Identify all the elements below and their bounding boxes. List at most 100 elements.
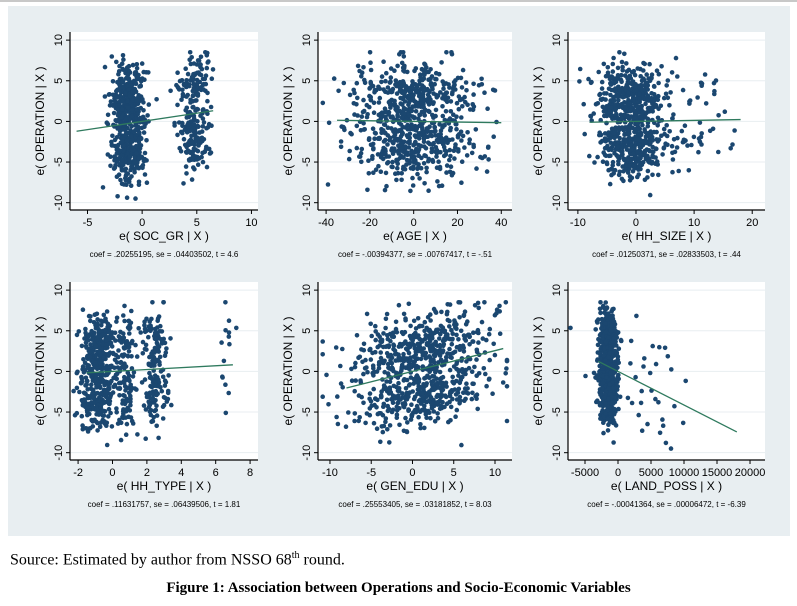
data-point [399, 145, 405, 151]
data-point [436, 183, 442, 189]
data-point [443, 355, 449, 360]
data-point [384, 351, 390, 356]
data-point [456, 149, 461, 154]
data-point [485, 106, 490, 111]
data-point [629, 175, 635, 181]
data-point [136, 125, 141, 130]
data-point [623, 104, 628, 109]
data-point [427, 338, 433, 344]
data-point [433, 370, 438, 375]
data-point [467, 140, 472, 146]
data-point [144, 180, 150, 185]
data-point [657, 430, 663, 436]
data-point [661, 145, 667, 150]
data-point [703, 101, 709, 106]
data-point [629, 400, 635, 406]
data-point [367, 93, 372, 99]
data-point [340, 385, 346, 390]
data-point [620, 164, 625, 169]
data-point [605, 416, 611, 422]
data-point [619, 72, 624, 78]
source-sup: th [291, 550, 300, 561]
data-point [622, 112, 627, 118]
data-point [175, 132, 180, 138]
data-point [437, 122, 442, 127]
data-point [396, 302, 402, 308]
x-tick-label: -10 [322, 467, 338, 479]
data-point [449, 341, 455, 347]
data-point [93, 360, 98, 365]
data-point [648, 105, 654, 111]
data-point [403, 415, 408, 421]
data-point [433, 70, 439, 76]
data-point [670, 116, 675, 121]
y-axis-label: e( OPERATION | X ) [33, 317, 47, 426]
data-point [96, 382, 102, 388]
data-point [670, 157, 676, 162]
data-point [411, 318, 417, 324]
data-point [681, 139, 687, 145]
data-point [469, 369, 475, 375]
data-point [647, 370, 653, 376]
data-point [669, 367, 674, 372]
data-point [661, 95, 667, 101]
data-point [97, 329, 102, 334]
data-point [632, 127, 638, 132]
y-tick-label: 0 [551, 368, 563, 374]
data-point [94, 337, 100, 343]
data-point [155, 375, 160, 381]
data-point [398, 134, 404, 139]
data-point [479, 319, 485, 325]
data-point [160, 374, 166, 380]
data-point [109, 424, 115, 429]
data-point [683, 378, 688, 384]
data-point [91, 400, 97, 406]
data-point [426, 99, 432, 104]
y-tick-label: 10 [301, 34, 313, 46]
data-point [442, 117, 448, 123]
data-point [123, 388, 128, 393]
data-point [626, 90, 631, 95]
data-point [168, 336, 173, 341]
data-point [366, 136, 372, 141]
data-point [104, 442, 110, 448]
data-point [372, 130, 378, 136]
y-tick-label: 0 [551, 118, 563, 124]
data-point [400, 331, 406, 337]
data-point [133, 89, 139, 94]
data-point [408, 188, 413, 194]
data-point [649, 91, 654, 96]
data-point [195, 107, 201, 112]
data-point [449, 355, 454, 361]
data-point [399, 115, 405, 120]
y-tick-label: -10 [551, 195, 563, 211]
data-point [153, 407, 159, 413]
data-point [88, 386, 94, 392]
data-point [454, 332, 459, 338]
data-point [418, 97, 424, 102]
data-point [123, 166, 129, 172]
data-point [389, 397, 394, 402]
data-point [638, 400, 644, 406]
data-point [371, 386, 377, 392]
data-point [198, 54, 204, 60]
data-point [490, 391, 495, 397]
data-point [415, 316, 421, 321]
data-point [103, 327, 108, 333]
data-point [432, 124, 437, 130]
data-point [456, 94, 462, 99]
data-point [168, 88, 173, 94]
data-point [190, 98, 196, 104]
data-point [81, 402, 87, 408]
data-point [200, 82, 206, 88]
data-point [101, 413, 107, 418]
data-point [375, 344, 381, 350]
data-point [365, 187, 370, 193]
data-point [423, 107, 428, 113]
data-point [497, 303, 502, 309]
data-point [388, 88, 393, 93]
data-point [406, 102, 411, 108]
data-point [355, 113, 360, 118]
data-point [457, 380, 463, 386]
